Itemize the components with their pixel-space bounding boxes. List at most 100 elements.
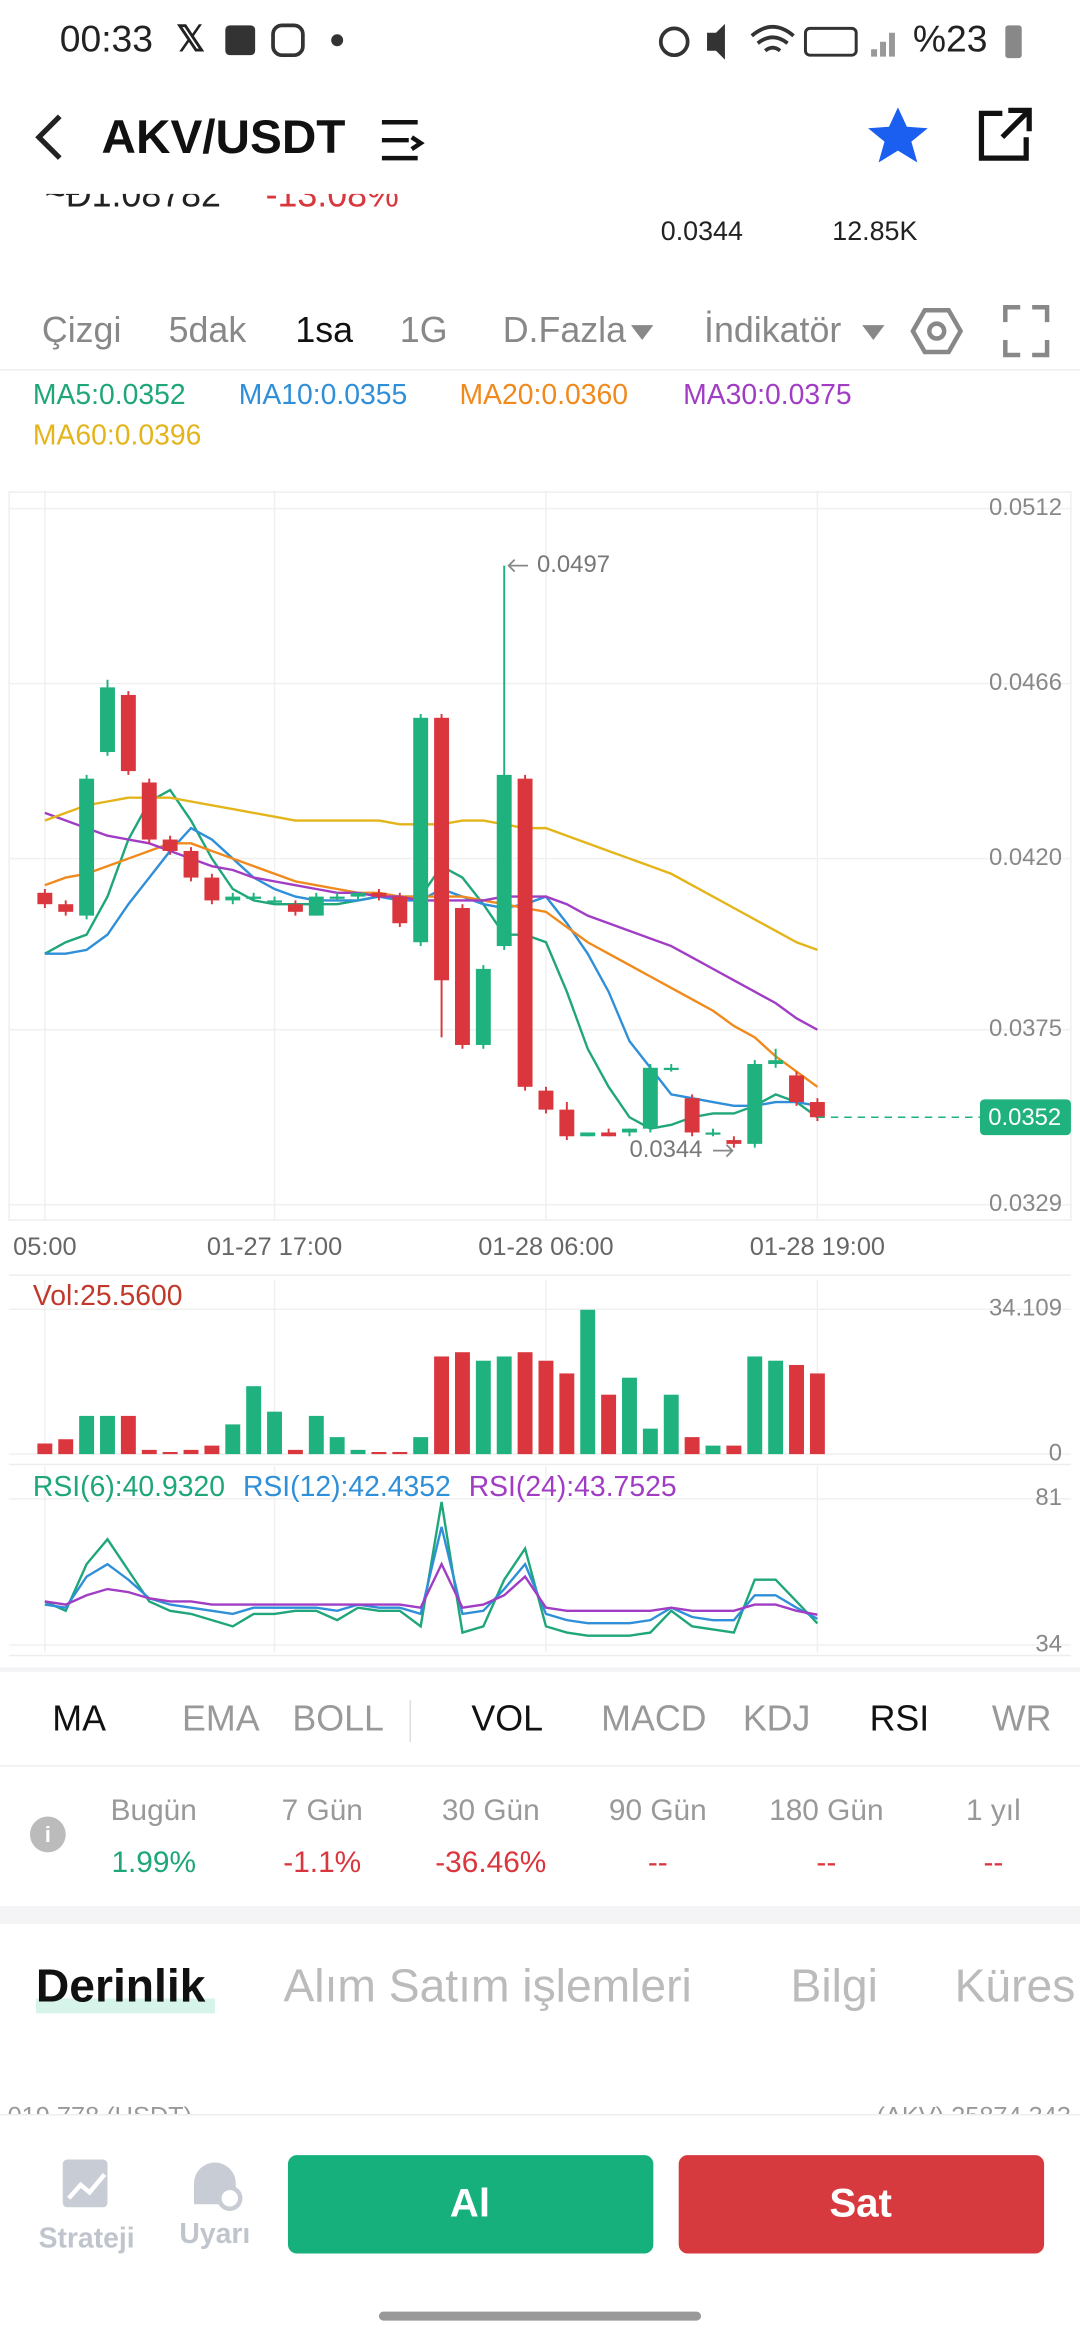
candle-body [79,778,95,916]
tab[interactable]: 1G [400,310,448,350]
indicator-tab[interactable]: KDJ [743,1699,811,1739]
section-tab[interactable]: Alım Satım işlemleri [283,1960,691,2012]
volume-bar [267,1411,282,1455]
period-label: 7 Gün [282,1794,363,1827]
fullscreen-icon[interactable] [1003,304,1050,358]
candle-body [622,1128,637,1133]
candle-body [580,1132,596,1137]
pair-title[interactable]: AKV/USDT [102,111,346,164]
gallery-icon [225,25,256,56]
tab[interactable]: Çizgi [42,310,122,350]
indicator-tab[interactable]: VOL [471,1699,543,1739]
share-icon[interactable] [978,107,1032,161]
candle-body [789,1075,804,1103]
volume-bar [434,1356,450,1455]
battery-icon [1005,25,1022,59]
candle-body [58,904,74,912]
header-bg [0,0,1080,194]
strategy-label[interactable]: Strateji [39,2223,135,2255]
volume-bar [392,1451,408,1455]
candle-body [225,896,241,901]
volume-bar [496,1356,512,1455]
candle-body [454,908,470,1045]
volume-bar [517,1352,533,1455]
volume-bar [622,1377,637,1455]
rsi-line [44,1501,819,1637]
volume-bar [559,1373,575,1455]
sell-label[interactable]: Sat [829,2180,892,2225]
volume-bar [329,1437,345,1455]
periods: Bugün 1.99% 7 Gün -1.1% 30 Gün -36.46% 90 Gün -… [111,1794,1021,1879]
candle-body [663,1067,679,1071]
alarm-icon [658,26,690,58]
candle-body [392,896,408,924]
volume-bar [601,1394,617,1455]
candle-body [183,850,199,878]
section-tab-active[interactable]: Derinlik [36,1960,206,2012]
candle-body [329,896,345,899]
mute-icon [707,23,725,60]
candle-body [120,694,136,772]
sell-button[interactable] [678,2155,1045,2254]
indicator-tab[interactable]: MA [52,1699,106,1739]
y-tick-label: 0.0329 [989,1190,1062,1217]
ma-line [44,811,818,1031]
volume: 12.85K [832,216,917,246]
period-value: -1.1% [283,1846,361,1879]
volume-bar [246,1386,262,1455]
volume-title: Vol:25.5600 [33,1280,183,1312]
indicator-tab[interactable]: WR [992,1699,1052,1739]
indicator-tab[interactable]: RSI [870,1699,930,1739]
tab-active[interactable]: 1sa [295,310,353,350]
main-chart-frame [8,491,1072,1221]
buy-label[interactable]: Al [450,2180,490,2225]
high-label: 0.0497 [537,551,610,578]
period-label: 1 yıl [966,1794,1021,1827]
indicator-tab[interactable]: EMA [182,1699,260,1739]
x-icon: 𝕏 [176,19,205,59]
x-tick-label: 05:00 [13,1233,76,1261]
volume-bar [642,1428,658,1455]
period-value: -36.46% [435,1846,546,1879]
volume-bar [538,1360,554,1455]
buy-button[interactable] [287,2155,654,2254]
candle-body [204,877,220,901]
section-tab[interactable]: Küres [955,1960,1076,2012]
dropdown-arrow [630,325,654,341]
indicator-tab[interactable]: MACD [601,1699,706,1739]
period-label: Bugün [111,1794,197,1827]
period-value: -- [648,1846,668,1879]
info-icon[interactable] [29,1816,66,1853]
back-button[interactable] [35,114,62,160]
legend-entry: RSI(6):40.9320 [33,1471,225,1503]
period-value: -- [983,1846,1003,1879]
volume-bar [141,1449,157,1455]
indicator-tabs: MA EMA BOLL VOL MACD KDJ RSI WR [52,1699,1052,1742]
candle-body [705,1132,721,1135]
favorite-star[interactable] [868,107,928,163]
section-tab[interactable]: Bilgi [791,1960,878,2012]
volume-bar [204,1445,220,1455]
alert-icon-gear [217,2185,243,2211]
volume-bar [225,1424,241,1455]
alert-label[interactable]: Uyarı [179,2218,250,2250]
indicator-tab[interactable]: BOLL [292,1699,383,1739]
settings-icon[interactable] [910,307,964,355]
tab[interactable]: İndikatör [704,310,841,350]
volume-bar [475,1360,491,1455]
tab[interactable]: D.Fazla [503,310,626,350]
divider [0,1667,1080,1672]
volume-bar [371,1451,387,1455]
volume-bar [100,1415,115,1455]
menu-icon[interactable] [381,120,425,161]
y-tick-label: 0.0420 [989,844,1062,871]
home-indicator [378,2311,702,2321]
period-label: 180 Gün [769,1794,883,1827]
tab[interactable]: 5dak [169,310,247,350]
strategy-icon[interactable] [62,2159,108,2208]
y-tick-label: 0.0375 [989,1015,1062,1042]
y-tick-label: 81 [1035,1484,1062,1511]
arrow [713,1144,734,1158]
